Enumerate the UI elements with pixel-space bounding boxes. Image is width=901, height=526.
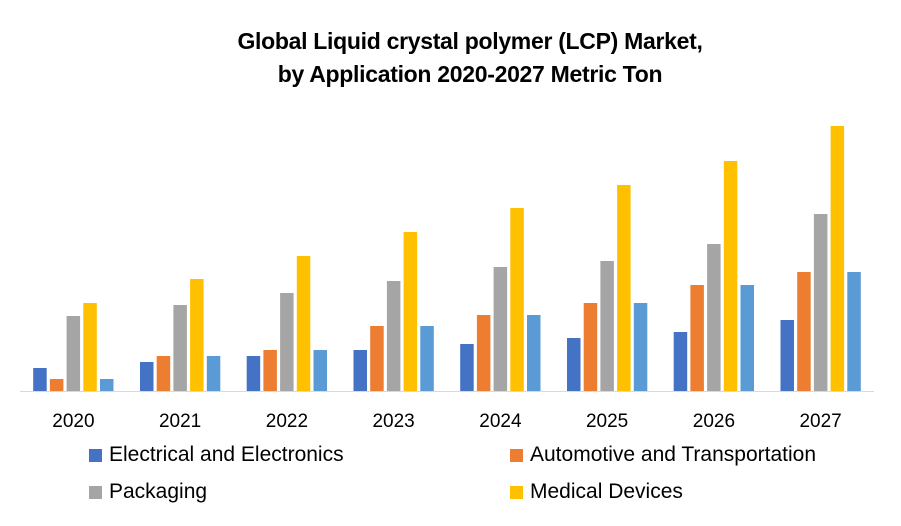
bar-2024-series-3 [510,208,524,391]
x-tick-label-2021: 2021 [159,411,201,432]
bar-2027-series-4 [847,272,861,391]
bar-2020-series-4 [100,379,114,391]
bar-2020-series-2 [66,316,81,391]
bar-2023-series-4 [420,326,434,391]
bar-2026-series-1 [690,285,704,391]
bar-2021-series-4 [206,356,221,391]
bar-2021-series-2 [173,305,187,391]
legend-item-electrical: Electrical and Electronics [89,443,344,467]
bar-2026-series-2 [707,244,721,391]
bar-2021-series-0 [140,362,154,391]
bar-2025-series-2 [600,261,614,391]
legend-label-electrical: Electrical and Electronics [109,443,344,466]
x-tick-label-2027: 2027 [799,411,841,432]
bar-2021-series-1 [156,356,171,391]
bar-2022-series-2 [280,293,294,391]
x-tick-labels: 2020 2021 2022 2023 2024 2025 2026 2027 [52,411,841,432]
bar-2026-series-4 [740,285,754,391]
legend-item-packaging: Packaging [89,480,207,504]
chart-title-line-2: by Application 2020-2027 Metric Ton [277,61,663,87]
bar-2022-series-3 [296,256,311,391]
legend-swatch-medical [510,485,523,499]
bar-2026-series-0 [673,332,688,391]
legend-label-packaging: Packaging [109,480,208,503]
bar-2025-series-1 [583,303,598,391]
bar-2025-series-4 [633,303,648,391]
bar-2025-series-0 [567,338,581,391]
legend-label-automotive: Automotive and Transportation [530,443,817,466]
bar-2022-series-1 [263,350,277,391]
bars-group [33,126,861,391]
legend-swatch-automotive [510,448,523,462]
bar-2023-series-0 [353,350,367,391]
x-tick-label-2023: 2023 [372,411,414,432]
bar-2025-series-3 [617,185,631,391]
legend-item-medical: Medical Devices [510,480,683,504]
bar-2023-series-1 [370,326,384,391]
x-tick-label-2022: 2022 [266,411,308,432]
bar-2027-series-3 [830,126,845,391]
chart-title-line-1: Global Liquid crystal polymer (LCP) Mark… [237,28,703,54]
x-tick-label-2025: 2025 [586,411,628,432]
bar-2022-series-0 [246,356,261,391]
bar-2024-series-4 [527,315,541,391]
legend-swatch-packaging [89,485,102,499]
bar-2023-series-3 [403,232,418,391]
bar-2026-series-3 [723,161,738,391]
bar-2020-series-0 [33,368,47,391]
x-tick-label-2026: 2026 [693,411,735,432]
bar-2024-series-1 [476,315,491,391]
legend-label-medical: Medical Devices [530,480,683,503]
bar-2027-series-0 [780,320,794,391]
legend-swatch-electrical [89,448,102,462]
bar-2027-series-1 [797,272,811,391]
bar-2020-series-1 [49,379,64,391]
bar-2023-series-2 [386,281,401,391]
chart-title: Global Liquid crystal polymer (LCP) Mark… [0,25,901,91]
x-tick-label-2024: 2024 [479,411,522,432]
bar-2022-series-4 [313,350,327,391]
legend-item-automotive: Automotive and Transportation [510,443,816,467]
bar-2020-series-3 [83,303,97,391]
bar-2027-series-2 [813,214,828,391]
x-tick-label-2020: 2020 [52,411,94,432]
bar-2024-series-0 [460,344,474,391]
bar-2024-series-2 [493,267,508,391]
bar-2021-series-3 [190,279,204,391]
